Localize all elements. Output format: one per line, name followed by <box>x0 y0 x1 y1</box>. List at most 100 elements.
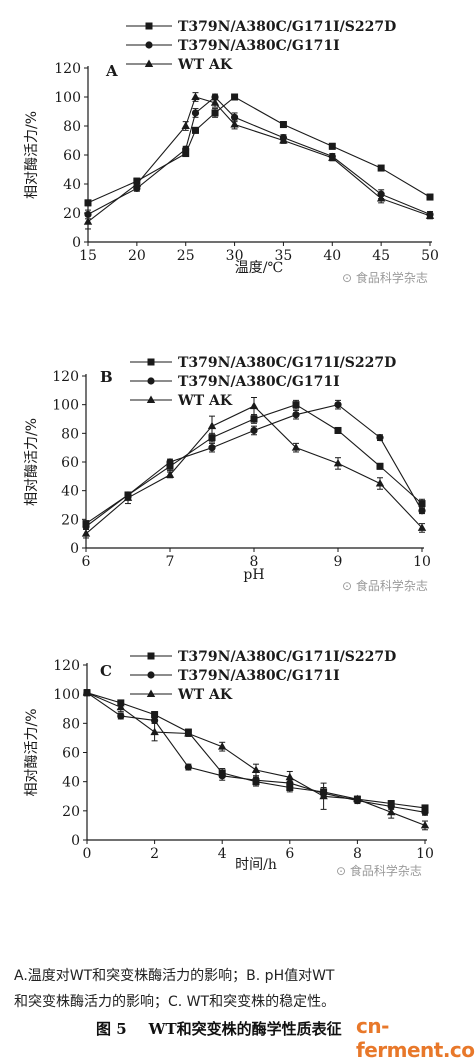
data-point <box>166 458 174 466</box>
legend-marker <box>147 652 155 660</box>
panel-label: B <box>100 368 113 386</box>
x-tick-label: 8 <box>250 554 259 570</box>
data-point <box>181 121 190 129</box>
data-point <box>150 727 159 736</box>
data-point <box>81 529 91 537</box>
data-point <box>328 142 336 150</box>
data-point <box>116 702 125 711</box>
data-point <box>421 804 429 812</box>
panel-label: C <box>100 662 112 680</box>
y-tick-label: 0 <box>70 541 79 557</box>
x-axis-title: 时间/h <box>235 857 277 873</box>
x-axis-title: 温度/℃ <box>235 260 283 276</box>
chart-panel-c: 0 20 40 60 80 100 120 0 2 4 6 8 10 时间/h 相对酶活力/% C T379N/… <box>24 649 434 878</box>
x-tick-label: 10 <box>416 846 434 862</box>
chart-panel-b: 0 20 40 60 80 100 120 6 7 8 9 10 pH 相对酶活力/% B T379N/A38… <box>24 355 431 593</box>
x-tick-label: 20 <box>128 248 146 264</box>
y-tick-label: 120 <box>53 658 80 674</box>
data-point <box>231 93 239 101</box>
y-tick-label: 80 <box>63 119 81 135</box>
data-point <box>207 421 217 430</box>
data-point <box>417 523 427 531</box>
data-point <box>210 98 220 106</box>
panel-label: A <box>105 62 118 80</box>
data-point <box>420 820 430 829</box>
x-tick-label: 15 <box>79 248 97 264</box>
data-point <box>376 462 384 470</box>
x-tick-label: 35 <box>275 248 293 264</box>
data-point <box>292 401 300 409</box>
legend-label: T379N/A380C/G171I <box>178 374 340 390</box>
y-tick-label: 60 <box>63 148 81 164</box>
data-point <box>230 120 239 128</box>
data-point <box>165 470 175 478</box>
data-point <box>218 772 226 780</box>
watermark-text: ⊙ 食品科学杂志 <box>342 270 428 285</box>
legend-label: T379N/A380C/G171I <box>178 38 340 54</box>
data-point <box>377 164 385 172</box>
legend-marker <box>146 689 156 697</box>
y-tick-label: 100 <box>54 90 81 106</box>
x-tick-label: 10 <box>413 554 431 570</box>
data-point <box>251 765 261 773</box>
series-triangle <box>82 688 430 831</box>
data-point <box>230 113 239 121</box>
legend-marker <box>147 358 155 366</box>
legend-marker <box>145 41 153 49</box>
x-tick-label: 40 <box>323 248 341 264</box>
data-point <box>250 426 258 435</box>
legend-marker <box>145 22 153 30</box>
y-tick-label: 60 <box>61 455 79 471</box>
y-axis-title: 相对酶活力/% <box>24 418 40 506</box>
series-triangle <box>83 92 435 230</box>
data-point <box>319 791 328 800</box>
data-point <box>182 150 190 158</box>
data-point <box>123 493 133 501</box>
series-line <box>85 405 423 535</box>
y-tick-label: 20 <box>63 206 81 222</box>
series-triangle <box>81 397 427 539</box>
data-point <box>387 807 396 816</box>
data-point <box>279 121 287 129</box>
data-point <box>166 462 174 470</box>
data-point <box>418 500 426 508</box>
series-square <box>82 399 426 528</box>
data-point <box>425 211 435 219</box>
data-point <box>375 479 385 487</box>
data-point <box>292 411 300 419</box>
data-point <box>250 415 258 423</box>
data-point <box>132 179 142 187</box>
series-line <box>86 692 426 813</box>
chart-panel-a: 0 20 40 60 80 100 120 15 20 25 30 35 40 45 50 温度/℃ 相对酶活力… <box>24 19 439 285</box>
data-point <box>151 716 159 725</box>
y-tick-label: 120 <box>52 369 79 385</box>
series-line <box>87 96 431 215</box>
data-point <box>208 434 216 442</box>
series-line <box>86 692 426 809</box>
data-point <box>285 772 294 781</box>
data-point <box>334 426 342 434</box>
x-tick-label: 9 <box>334 554 343 570</box>
data-point <box>182 145 190 153</box>
y-tick-label: 0 <box>71 833 80 849</box>
figure-number: 图 5 <box>96 1020 127 1038</box>
y-tick-label: 20 <box>61 512 79 528</box>
data-point <box>279 136 288 144</box>
data-point <box>151 711 159 719</box>
data-point <box>84 199 92 207</box>
x-tick-label: 25 <box>177 248 195 264</box>
data-point <box>82 522 90 531</box>
data-point <box>376 434 384 442</box>
x-tick-label: 45 <box>372 248 390 264</box>
legend-marker <box>144 59 154 67</box>
data-point <box>328 153 337 161</box>
data-point <box>334 401 342 409</box>
data-point <box>291 443 301 451</box>
watermark-text: ⊙ 食品科学杂志 <box>342 578 428 593</box>
y-axis-title: 相对酶活力/% <box>24 111 40 199</box>
x-tick-label: 50 <box>421 248 439 264</box>
data-point <box>211 109 219 117</box>
x-tick-label: 6 <box>285 846 294 862</box>
legend-label: WT AK <box>177 687 233 703</box>
